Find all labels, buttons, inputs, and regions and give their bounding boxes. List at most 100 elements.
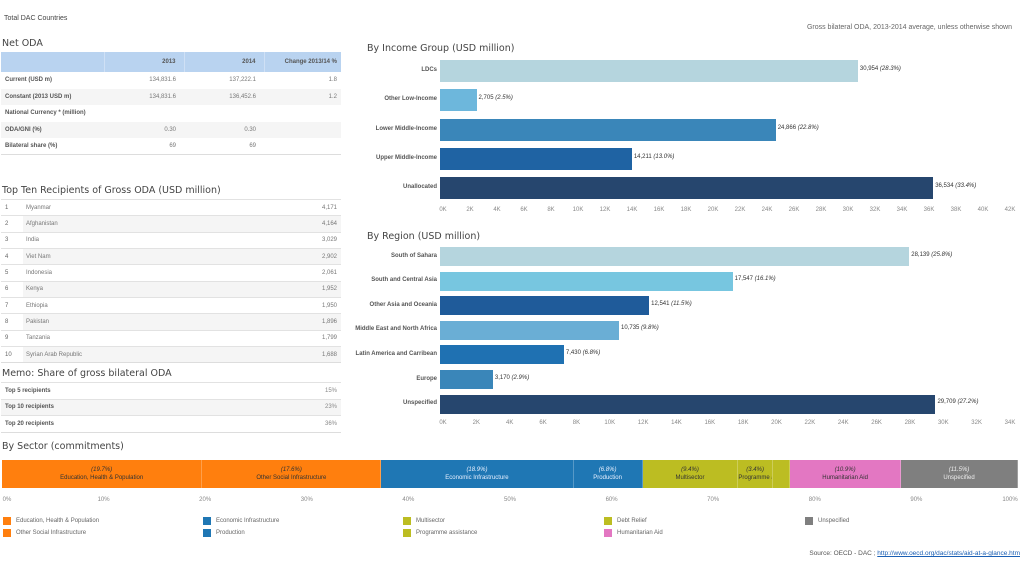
legend-item[interactable]: Multisector [403,517,445,525]
recipient-value: 1,799 [263,329,341,347]
legend-item[interactable]: Other Social Infrastructure [3,529,86,537]
recipient-value: 2,902 [263,248,341,265]
net-oda-cell-y2014: 137,222.1 [229,77,256,84]
recipient-row: 9 Tanzania 1,799 [1,329,341,347]
net-oda-row: Bilateral share (%) 69 69 [1,138,341,155]
memo-row: Top 5 recipients 15% [1,382,341,399]
net-oda-cell-y2014: 69 [184,138,264,155]
recipient-row: 5 Indonesia 2,061 [1,264,341,282]
legend-label: Humanitarian Aid [617,530,663,536]
net-oda-title: Net ODA [2,38,43,49]
income-bar[interactable] [440,118,776,141]
sector-segment[interactable]: (6.8%) Production [573,460,643,488]
income-category-label: LDCs [421,67,437,73]
sector-x-tick: 50% [503,497,517,503]
region-bar[interactable] [440,394,936,414]
region-bar[interactable] [440,296,650,316]
income-value: 30,954 [859,66,879,72]
legend-swatch-icon [3,517,11,525]
legend-item[interactable]: Debt Relief [604,517,647,525]
income-category-label: Upper Middle-Income [375,154,437,161]
legend-item[interactable]: Unspecified [805,517,849,525]
net-oda-col-change: Change 2013/14 % [264,52,341,72]
income-value: 2,705 [478,95,494,102]
region-value-label: 3,170 (2.9%) [495,375,529,381]
income-x-tick: 2K [466,207,474,213]
sector-segment[interactable] [772,460,791,488]
legend-label: Debt Relief [617,518,647,524]
legend-item[interactable]: Humanitarian Aid [604,529,663,537]
region-x-tick: 30K [937,420,949,426]
sector-name: Education, Health & Population [60,475,144,481]
sector-segment[interactable]: (3.4%) Programme assistance [738,460,773,488]
region-x-tick: 18K [737,420,749,426]
net-oda-cell-y2013: 134,831.6 [149,77,176,84]
income-value-label: 14,211 (13.0%) [634,154,675,160]
sector-segment[interactable]: (19.7%) Education, Health & Population [2,460,203,488]
income-x-tick: 26K [788,207,800,213]
region-bar[interactable] [440,271,733,291]
legend-item[interactable]: Education, Health & Population [3,517,99,525]
sector-segment[interactable]: (17.6%) Other Social Infrastructure [202,460,382,488]
sector-name: Economic Infrastructure [445,475,509,481]
region-category-label: South and Central Asia [371,277,437,284]
memo-value: 23% [261,398,341,416]
recipient-value: 1,952 [263,280,341,298]
region-bar[interactable] [440,320,620,340]
region-bar[interactable] [440,370,493,389]
sector-x-tick: 10% [97,497,110,503]
sector-segment[interactable]: (11.5%) Unspecified [901,460,1018,488]
sector-segment[interactable]: (18.9%) Economic Infrastructure [381,460,574,488]
region-category-label: Latin America and Carribean [355,350,437,357]
source-link[interactable]: http://www.oecd.org/dac/stats/aid-at-a-g… [877,550,1020,557]
region-x-tick: 0K [439,420,447,426]
region-bar[interactable] [440,345,564,365]
income-bar[interactable] [440,60,858,82]
recipient-value: 4,171 [263,198,341,216]
income-percent: (13.0%) [653,153,675,160]
income-value-label: 36,534 (33.4%) [935,183,976,189]
sector-name: Programme assistance [738,475,772,481]
income-percent: (2.5%) [495,95,513,102]
income-x-tick: 22K [734,207,746,213]
region-x-tick: 16K [704,420,716,426]
sector-segment[interactable]: (10.9%) Humanitarian Aid [790,460,902,488]
income-value-label: 2,705 (2.5%) [479,95,513,101]
memo-row: Top 10 recipients 23% [1,398,341,416]
region-x-tick: 2K [472,420,481,426]
sector-segment[interactable]: (9.4%) Multisector [642,460,739,488]
recipient-name: Indonesia [23,264,264,282]
recipient-rank: 4 [1,248,23,265]
income-bar[interactable] [440,177,934,200]
income-x-tick: 34K [896,207,908,213]
sector-percent: (3.4%) [746,467,764,473]
region-x-tick: 32K [971,420,982,426]
legend-item[interactable]: Programme assistance [403,529,477,537]
legend-label: Other Social Infrastructure [16,530,87,536]
legend-item[interactable]: Production [203,529,245,537]
region-x-tick: 26K [871,420,882,426]
recipient-rank: 6 [1,280,23,298]
region-x-tick: 8K [572,420,581,426]
region-bar[interactable] [440,247,910,266]
legend-swatch-icon [604,529,612,537]
net-oda-cell-y2014 [184,105,264,122]
net-oda-row: Current (USD m) 134,831.6 137,222.1 1.8 [1,72,341,89]
income-bar[interactable] [440,147,632,170]
sector-x-tick: 70% [707,497,720,503]
sector-percent: (9.4%) [681,467,699,473]
recipient-rank: 5 [1,264,23,282]
memo-value: 36% [261,415,341,433]
region-x-tick: 6K [539,420,547,426]
net-oda-cell-y2013: 0.30 [104,121,184,138]
recipient-name: Syrian Arab Republic [23,346,264,364]
legend-item[interactable]: Economic Infrastructure [203,517,279,525]
region-chart-title: By Region (USD million) [367,231,481,242]
income-bar[interactable] [440,89,477,112]
net-oda-cell-change: 1.8 [328,77,337,84]
recipient-row: 7 Ethiopia 1,950 [1,297,341,314]
income-value-label: 24,866 (22.8%) [778,125,819,131]
legend-label: Economic Infrastructure [216,518,280,524]
region-value-label: 28,139 (25.8%) [911,252,952,258]
net-oda-cell-y2013: 69 [104,138,184,155]
